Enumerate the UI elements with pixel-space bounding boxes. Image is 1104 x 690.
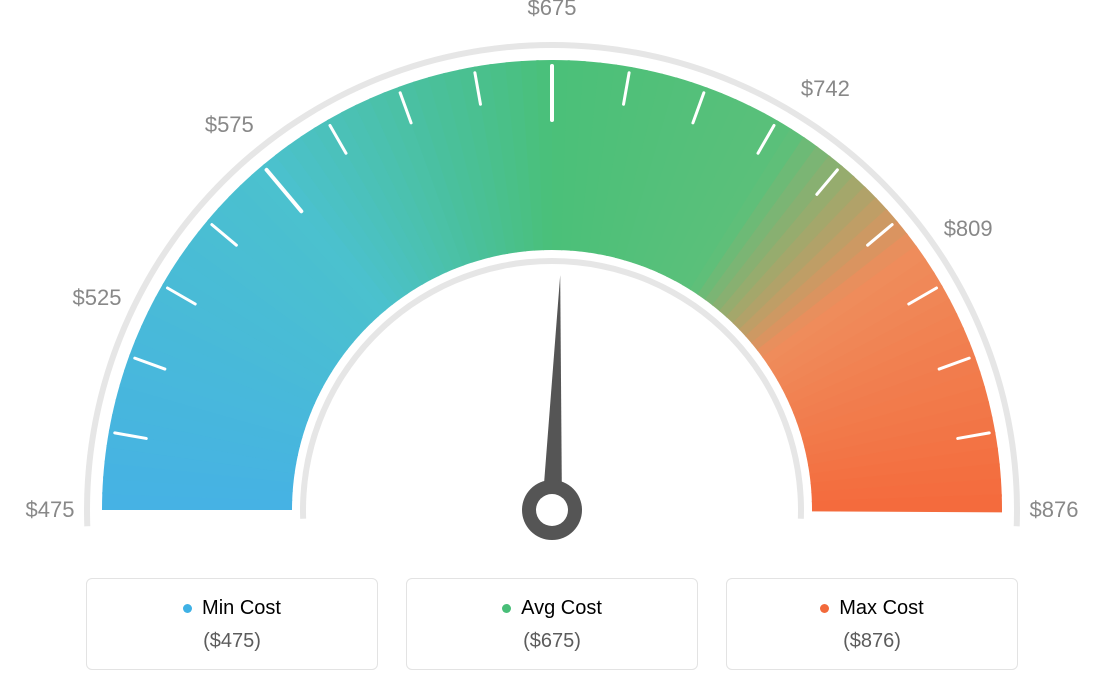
legend-title-min: Min Cost <box>183 597 281 620</box>
legend-row: Min Cost ($475) Avg Cost ($675) Max Cost… <box>0 578 1104 670</box>
dot-icon <box>820 604 829 613</box>
legend-card-min: Min Cost ($475) <box>86 578 378 670</box>
legend-title-text: Avg Cost <box>521 597 602 620</box>
legend-title-text: Max Cost <box>839 597 923 620</box>
legend-card-max: Max Cost ($876) <box>726 578 1018 670</box>
gauge-tick-label: $525 <box>73 285 122 311</box>
gauge-tick-label: $809 <box>944 216 993 242</box>
legend-title-text: Min Cost <box>202 597 281 620</box>
legend-card-avg: Avg Cost ($675) <box>406 578 698 670</box>
legend-title-avg: Avg Cost <box>502 597 602 620</box>
chart-wrap: $475 $525 $575 $675 $742 $809 $876 Min Cost ($… <box>0 0 1104 690</box>
dot-icon <box>183 604 192 613</box>
gauge-svg <box>0 0 1104 560</box>
gauge-area: $475 $525 $575 $675 $742 $809 $876 <box>0 0 1104 560</box>
gauge-tick-label: $742 <box>801 76 850 102</box>
legend-title-max: Max Cost <box>820 597 923 620</box>
gauge-tick-label: $475 <box>26 497 75 523</box>
gauge-tick-label: $575 <box>205 112 254 138</box>
gauge-tick-label: $876 <box>1030 497 1079 523</box>
dot-icon <box>502 604 511 613</box>
legend-value-avg: ($675) <box>407 630 697 653</box>
legend-value-max: ($876) <box>727 630 1017 653</box>
gauge-tick-label: $675 <box>528 0 577 21</box>
legend-value-min: ($475) <box>87 630 377 653</box>
